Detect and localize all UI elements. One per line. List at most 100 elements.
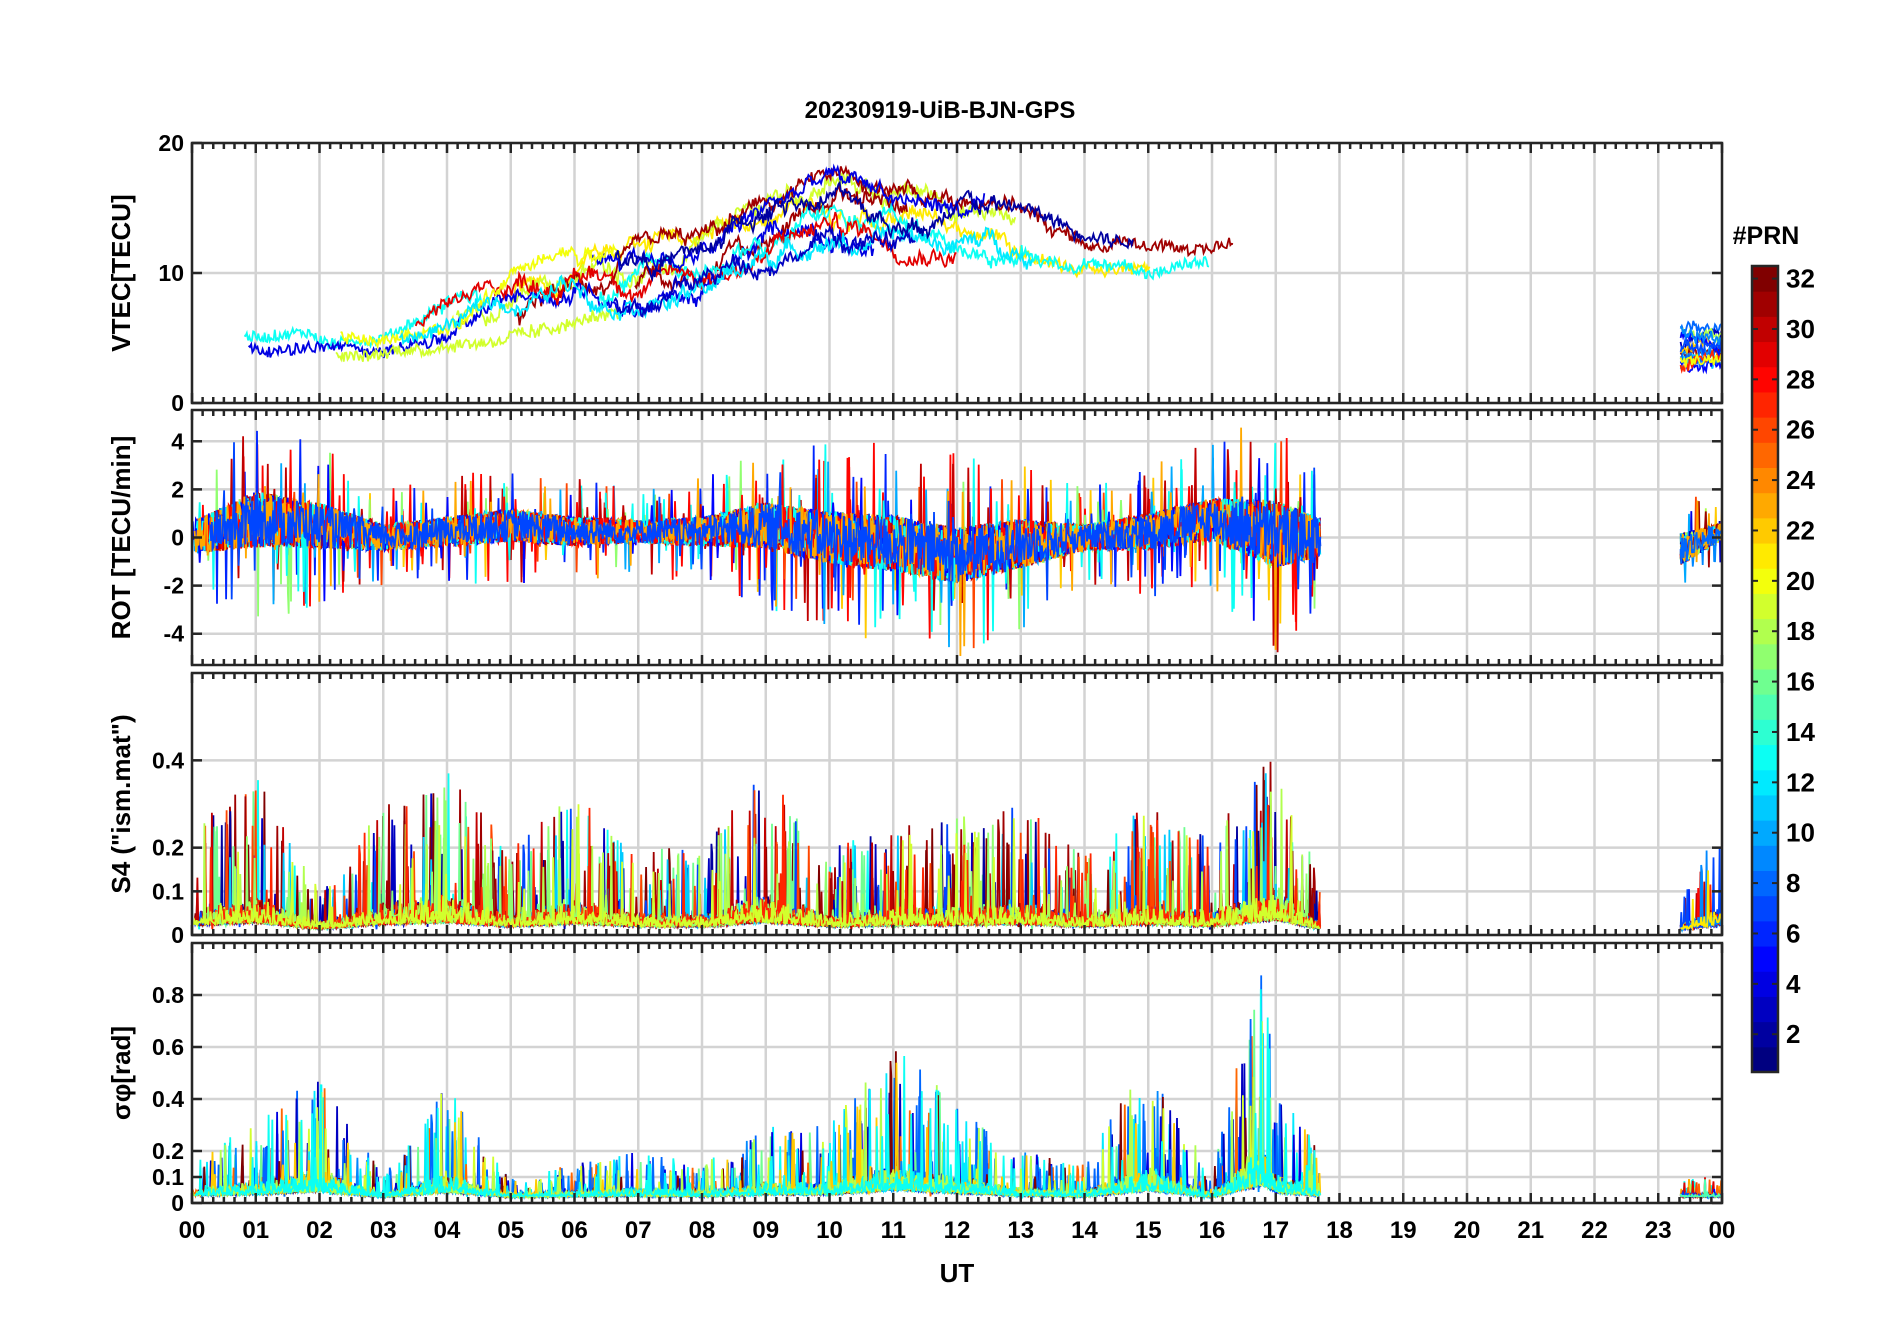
panel-sigma-phi: 00.10.2 0.4 0.6 0.8 σφ[rad] [106,941,1724,1216]
series-group [192,427,1722,657]
y-tick-label: 0.6 [152,1034,184,1060]
prn-series-line [1679,320,1722,338]
minor-ticks [190,943,1724,1205]
y-tick-label: 0.1 [152,1164,184,1190]
y-tick-label: 0.2 [152,835,184,861]
colorbar-band [1752,291,1778,317]
y-tick-label: 0.4 [152,1086,184,1112]
minor-ticks [190,141,1724,405]
x-tick-label: 20 [1454,1217,1481,1244]
series-group [243,163,1722,375]
panel-s4: 0 0.1 0.2 0.4 S4 ("ism.mat") [106,671,1724,948]
series-group [192,975,1722,1201]
colorbar-tick-label: 16 [1786,667,1815,697]
colorbar-band [1752,895,1778,922]
colorbar-band [1752,946,1778,972]
y-tick-label: 0.8 [152,982,184,1008]
colorbar-tick-label: 24 [1786,465,1815,495]
prn-series-line [192,804,1321,931]
x-tick-label: 23 [1645,1217,1672,1244]
y-tick-label: 0 [171,390,184,416]
x-tick-label: 05 [497,1217,524,1244]
colorbar-band [1752,845,1778,871]
colorbar-tick-label: 14 [1786,717,1815,747]
colorbar-band [1752,442,1778,468]
x-tick-labels: 00 01 02 03 04 05 06 07 08 09 10 11 12 13 14 15 16 17 18 19… [179,1217,1736,1244]
x-tick-label: 02 [306,1217,333,1244]
colorbar-band [1752,694,1778,720]
prn-series-line [209,442,1322,601]
colorbar-tick-label: 26 [1786,415,1815,445]
prn-series-line [1679,848,1722,931]
y-tick-label: 0.4 [152,747,184,773]
minor-ticks [190,410,1724,665]
colorbar-band [1752,543,1778,569]
prn-series-line [1679,352,1722,368]
prn-series-line [398,222,1033,346]
colorbar-tick-label: 28 [1786,364,1815,394]
colorbar-tick-label: 30 [1786,314,1815,344]
colorbar-band [1752,1046,1778,1073]
x-tick-label: 10 [816,1217,843,1244]
y-axis-label: S4 ("ism.mat") [106,714,136,893]
prn-series-line [613,223,916,318]
colorbar-band [1752,744,1778,771]
x-tick-label: 21 [1517,1217,1544,1244]
y-tick-label: 20 [158,130,184,156]
prn-series-line [1679,325,1722,345]
prn-series-line [205,1021,1321,1201]
colorbar-band [1752,341,1778,368]
colorbar-tick-label: 4 [1786,969,1801,999]
y-tick-label: 4 [171,428,184,454]
y-tick-label: 0 [171,1190,184,1216]
colorbar-tick-label: 6 [1786,918,1800,948]
prn-series-line [193,427,1321,657]
prn-series-line [1679,525,1722,564]
x-tick-label: 17 [1262,1217,1289,1244]
grid [190,673,1724,937]
prn-series-line [590,163,986,273]
x-tick-label: 04 [434,1217,461,1244]
x-tick-label: 16 [1199,1217,1226,1244]
y-tick-label: 0.1 [152,878,184,904]
prn-series-line [414,211,957,328]
colorbar-tick-label: 2 [1786,1019,1800,1049]
y-tick-label: 0 [171,922,184,948]
x-tick-label: 03 [370,1217,397,1244]
chart-title: 20230919-UiB-BJN-GPS [805,97,1076,124]
prn-series-line [1679,337,1722,355]
x-tick-label: 09 [752,1217,779,1244]
prn-series-line [247,220,875,359]
x-tick-label: 01 [242,1217,269,1244]
x-tick-label: 22 [1581,1217,1608,1244]
colorbar-band [1752,492,1778,519]
colorbar-band [1752,593,1778,620]
y-axis-label: VTEC[TECU] [106,194,136,351]
x-tick-label: 06 [561,1217,588,1244]
prn-series-line [455,169,1017,327]
series-group [192,761,1722,934]
colorbar-band [1752,391,1778,418]
y-axis-label: σφ[rad] [106,1026,136,1120]
x-tick-label: 13 [1007,1217,1034,1244]
y-axis-label: ROT [TECU/min] [106,436,136,640]
x-tick-label: 00 [179,1217,206,1244]
colorbar-tick-label: 12 [1786,767,1815,797]
colorbar-band [1752,996,1778,1023]
x-tick-label: 11 [881,1217,906,1244]
y-tick-label: 0.2 [152,1138,184,1164]
y-tick-label: -4 [164,621,185,647]
panel-rot: -4 -2 0 2 4 ROT [TECU/min] [106,408,1724,667]
colorbar-tick-label: 8 [1786,868,1800,898]
prn-series-line [335,307,619,363]
y-tick-label: 10 [158,260,184,286]
x-tick-label: 14 [1071,1217,1098,1244]
y-tick-label: 2 [171,476,184,502]
prn-series-line [340,243,618,350]
x-tick-label: 19 [1390,1217,1417,1244]
x-tick-label: 00 [1709,1217,1736,1244]
x-tick-label: 15 [1135,1217,1162,1244]
colorbar-tick-label: 18 [1786,616,1815,646]
